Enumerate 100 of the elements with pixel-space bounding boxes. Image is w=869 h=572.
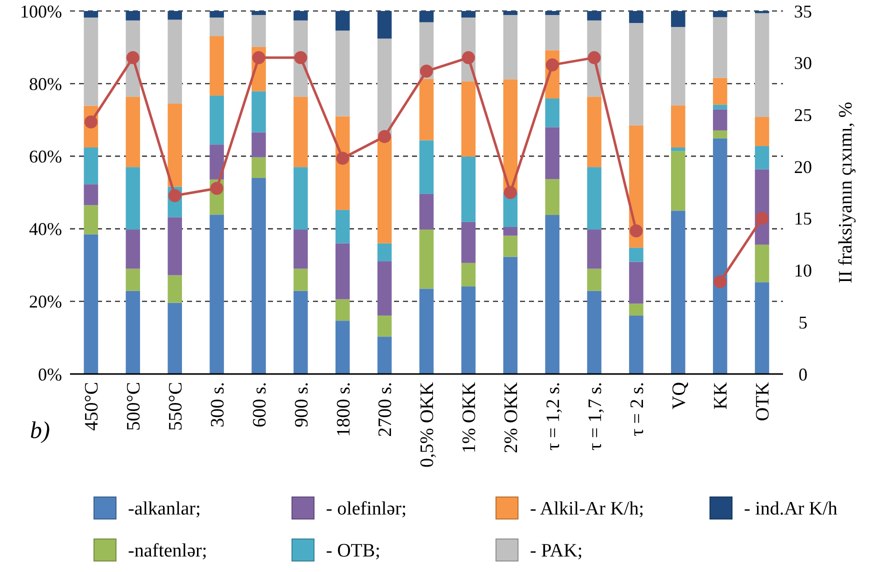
bar — [587, 96, 602, 168]
y2-tick-label: 35 — [794, 1, 812, 22]
x-tick-label: 300 s. — [207, 382, 228, 428]
point — [462, 51, 475, 64]
point — [588, 51, 601, 64]
text: b) — [30, 418, 50, 444]
bar — [84, 11, 98, 18]
bar — [671, 151, 686, 211]
bar — [377, 336, 392, 374]
legend-label: - OTB; — [326, 540, 380, 562]
x-tick-label: τ = 2 s. — [626, 382, 648, 436]
bar — [419, 194, 434, 230]
point — [504, 186, 517, 199]
bar — [84, 234, 98, 374]
x-tick-label: 0,5% OKK — [417, 382, 438, 468]
x-tick-label: 600 s. — [249, 382, 270, 428]
bar — [461, 286, 476, 374]
point — [714, 275, 727, 288]
y2-tick-label: 25 — [794, 105, 812, 126]
bar — [294, 290, 308, 374]
bar — [503, 236, 518, 257]
bar — [712, 78, 728, 105]
bar — [252, 14, 266, 47]
bar — [754, 13, 770, 117]
bar — [335, 30, 350, 116]
bar — [210, 96, 224, 145]
bar — [84, 147, 98, 184]
y2-tick-label: 5 — [798, 312, 808, 332]
legend-label: - Alkil-Ar K/h; — [530, 498, 644, 520]
x-tick-label: VQ — [668, 382, 690, 410]
bar — [629, 316, 644, 374]
bar — [335, 243, 350, 300]
bar — [419, 78, 434, 140]
y-tick-label: 60% — [29, 146, 62, 166]
legend-label: - ind.Ar K/h — [744, 498, 838, 520]
bar — [712, 11, 728, 18]
bar — [712, 138, 728, 374]
bar — [671, 105, 686, 148]
y-tick-label: 20% — [29, 292, 62, 312]
bar — [168, 217, 182, 276]
bar — [210, 11, 224, 18]
x-tick-label: τ = 1,7 s. — [584, 382, 606, 450]
bar — [294, 167, 308, 230]
bar — [168, 20, 182, 104]
bar — [419, 11, 434, 22]
y-tick-label: 100% — [20, 1, 62, 22]
bar — [671, 26, 686, 106]
bar — [587, 167, 602, 230]
bar — [545, 127, 560, 180]
bar — [712, 109, 728, 130]
bar — [461, 11, 476, 18]
x-tick-label: 2% OKK — [501, 382, 522, 454]
bar — [126, 230, 140, 269]
y2-tick-label: 20 — [794, 156, 812, 177]
bar — [252, 132, 266, 158]
y2-tick-label: 15 — [794, 208, 812, 229]
y2-tick-label: 30 — [794, 53, 812, 74]
x-tick-label: KK — [710, 382, 732, 410]
x-tick-label: 1% OKK — [459, 382, 480, 454]
y-tick-label: 0% — [38, 364, 62, 384]
bar — [335, 210, 350, 244]
x-tick-label: 450°C — [82, 382, 103, 431]
bar — [335, 299, 350, 321]
bar — [629, 262, 644, 304]
bar — [84, 184, 98, 206]
bar — [168, 275, 182, 303]
bar — [84, 205, 98, 234]
bar — [545, 179, 560, 216]
bar — [335, 320, 350, 374]
bar — [587, 11, 602, 20]
bar — [587, 268, 602, 291]
bar — [168, 302, 182, 374]
bar — [377, 38, 392, 137]
bar — [294, 230, 308, 269]
point — [630, 224, 643, 238]
bar — [377, 261, 392, 316]
bar — [754, 146, 770, 170]
bar — [461, 262, 476, 287]
bar — [252, 178, 266, 374]
bar — [461, 222, 476, 263]
bar — [168, 104, 182, 187]
point — [756, 212, 769, 225]
bar — [503, 14, 518, 80]
x-tick-label: 550°C — [166, 382, 187, 431]
bar — [671, 210, 686, 374]
bar — [168, 11, 182, 20]
bar — [419, 140, 434, 194]
bar — [252, 91, 266, 132]
bar — [545, 11, 560, 15]
point — [126, 51, 140, 64]
bar — [503, 256, 518, 374]
bar — [587, 290, 602, 374]
point — [378, 130, 392, 143]
bar — [545, 215, 560, 374]
y2-tick-label: 0 — [798, 364, 808, 384]
bar — [545, 98, 560, 128]
bar — [252, 11, 266, 15]
bar — [294, 268, 308, 291]
legend-label: - olefinlər; — [326, 498, 407, 520]
y2-tick-label: 10 — [794, 260, 812, 281]
